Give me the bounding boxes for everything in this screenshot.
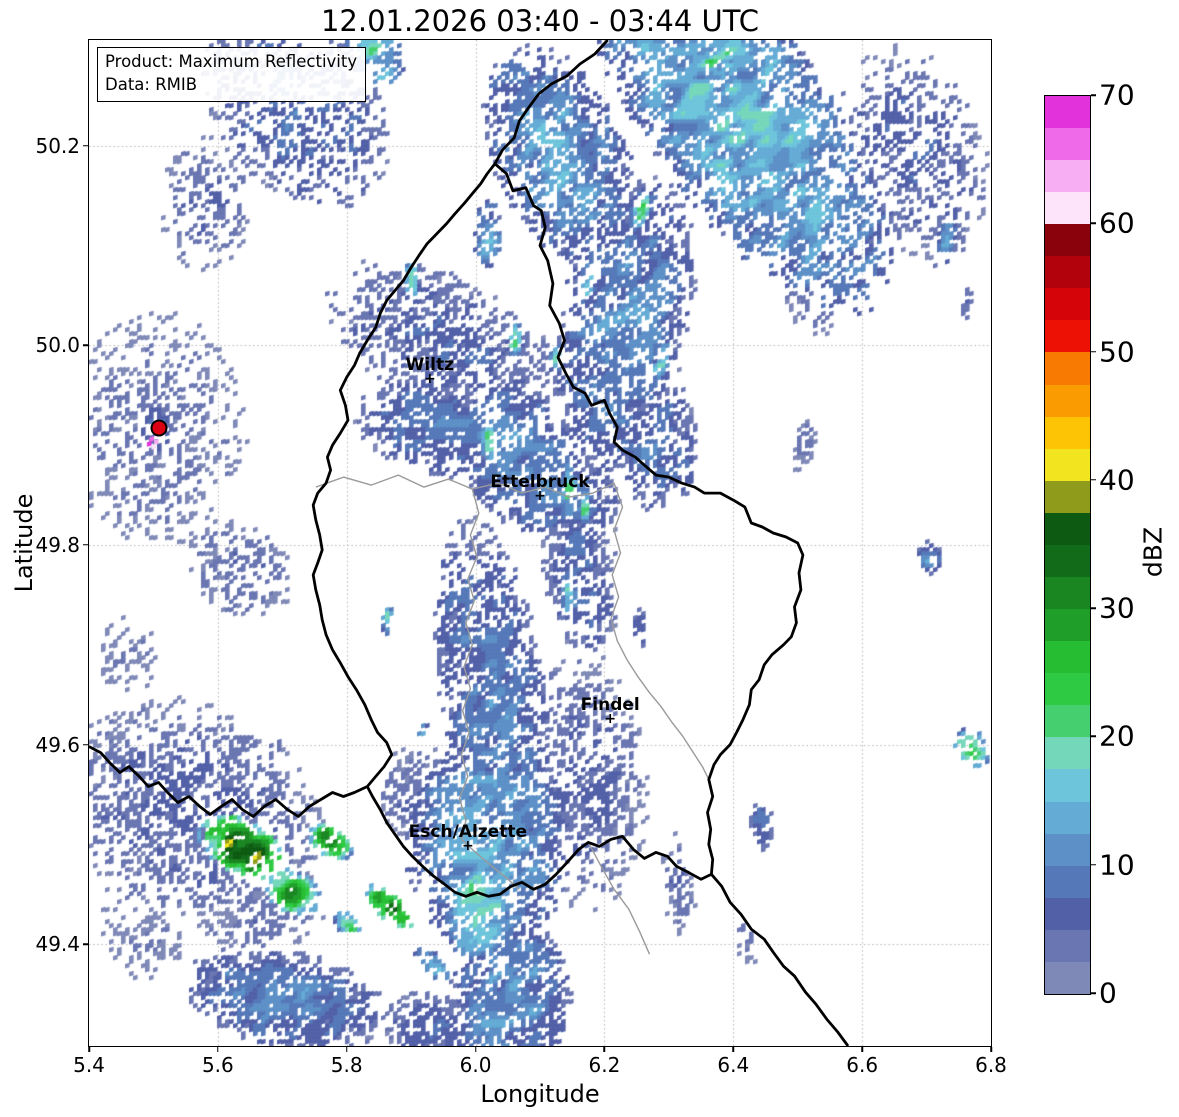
city-label-esch-alzette: Esch/Alzette + (409, 823, 527, 855)
city-marker-icon: + (604, 710, 617, 727)
product-info-line: Product: Maximum Reflectivity (105, 52, 358, 71)
x-tick-mark (88, 1047, 90, 1052)
colorbar-tick-label: 50 (1099, 335, 1135, 369)
radar-site-marker (150, 419, 168, 437)
colorbar-segment (1045, 576, 1090, 610)
colorbar-tick-mark (1091, 863, 1096, 866)
colorbar-segment (1045, 288, 1090, 321)
colorbar-segment (1045, 416, 1090, 449)
x-tick-mark (990, 1047, 992, 1052)
y-tick-mark (83, 344, 88, 347)
x-tick-label: 6.6 (846, 1053, 879, 1077)
x-tick-label: 6.0 (459, 1053, 492, 1077)
colorbar-segment (1045, 192, 1090, 225)
city-label-ettelbruck: Ettelbruck + (490, 473, 589, 505)
x-tick-label: 5.6 (201, 1053, 234, 1077)
figure-title: 12.01.2026 03:40 - 03:44 UTC (320, 4, 760, 38)
city-label-findel: Findel + (581, 696, 640, 727)
product-info-box: Product: Maximum Reflectivity Data: RMIB (97, 47, 367, 102)
colorbar-segment (1045, 897, 1090, 930)
colorbar-segment (1045, 159, 1090, 193)
x-tick-mark (603, 1047, 606, 1052)
colorbar-tick-mark (1091, 350, 1096, 353)
y-tick-mark (83, 943, 88, 945)
colorbar-segment (1045, 929, 1090, 962)
y-tick-mark (83, 145, 88, 147)
x-tick-mark (474, 1047, 477, 1052)
colorbar (1044, 95, 1091, 995)
colorbar-tick-mark (1091, 222, 1096, 225)
colorbar-segment (1045, 320, 1090, 353)
colorbar-segment (1045, 737, 1090, 770)
city-label-wiltz: Wiltz + (406, 356, 454, 388)
x-tick-mark (345, 1047, 348, 1052)
y-tick-label: 50.0 (35, 333, 80, 358)
colorbar-segment (1045, 512, 1090, 545)
colorbar-tick-label: 10 (1099, 848, 1135, 882)
colorbar-segment (1045, 865, 1090, 898)
colorbar-segment (1045, 801, 1090, 834)
colorbar-segment (1045, 127, 1090, 160)
colorbar-tick-label: 40 (1099, 463, 1135, 497)
colorbar-tick-label: 0 (1099, 976, 1117, 1010)
x-tick-label: 5.4 (73, 1053, 105, 1077)
x-tick-mark (861, 1047, 863, 1052)
colorbar-segment (1045, 769, 1090, 802)
colorbar-segment (1045, 224, 1090, 257)
x-tick-mark (732, 1047, 735, 1052)
city-marker-icon: + (534, 488, 546, 505)
colorbar-tick-mark (1091, 735, 1096, 738)
colorbar-segment (1045, 448, 1090, 481)
colorbar-tick-mark (1091, 479, 1096, 481)
y-tick-mark (83, 743, 88, 746)
colorbar-segment (1045, 961, 1090, 994)
y-tick-label: 49.6 (35, 732, 80, 757)
colorbar-label: dBZ (1138, 526, 1168, 578)
data-source-line: Data: RMIB (105, 74, 198, 94)
colorbar-segment (1045, 256, 1090, 289)
colorbar-tick-label: 30 (1099, 591, 1135, 625)
colorbar-tick-mark (1091, 94, 1096, 96)
colorbar-tick-mark (1091, 992, 1096, 994)
y-tick-label: 50.2 (35, 133, 80, 158)
x-tick-label: 6.4 (717, 1053, 750, 1077)
colorbar-segment (1045, 705, 1090, 738)
radar-echo-canvas (89, 40, 991, 1046)
y-tick-mark (83, 544, 88, 546)
colorbar-tick-label: 20 (1099, 719, 1135, 753)
y-axis-label: Latitude (10, 493, 38, 593)
x-tick-mark (217, 1047, 219, 1052)
colorbar-segment (1045, 673, 1090, 706)
city-marker-icon: + (461, 838, 474, 855)
colorbar-segment (1045, 544, 1090, 577)
colorbar-segment (1045, 833, 1090, 866)
x-axis-label: Longitude (480, 1080, 600, 1108)
x-tick-label: 6.2 (588, 1053, 621, 1077)
colorbar-tick-label: 70 (1099, 78, 1135, 112)
x-tick-label: 6.8 (975, 1053, 1007, 1077)
colorbar-tick-mark (1091, 607, 1096, 609)
colorbar-segment (1045, 609, 1090, 642)
y-tick-label: 49.4 (35, 932, 80, 957)
colorbar-segment (1045, 352, 1090, 385)
city-marker-icon: + (423, 371, 436, 388)
colorbar-segment (1045, 480, 1090, 513)
y-tick-label: 49.8 (35, 532, 80, 557)
colorbar-segment (1045, 95, 1090, 128)
colorbar-tick-label: 60 (1099, 206, 1135, 240)
colorbar-segment (1045, 641, 1090, 674)
x-tick-label: 5.8 (330, 1053, 363, 1077)
colorbar-segment (1045, 384, 1090, 417)
